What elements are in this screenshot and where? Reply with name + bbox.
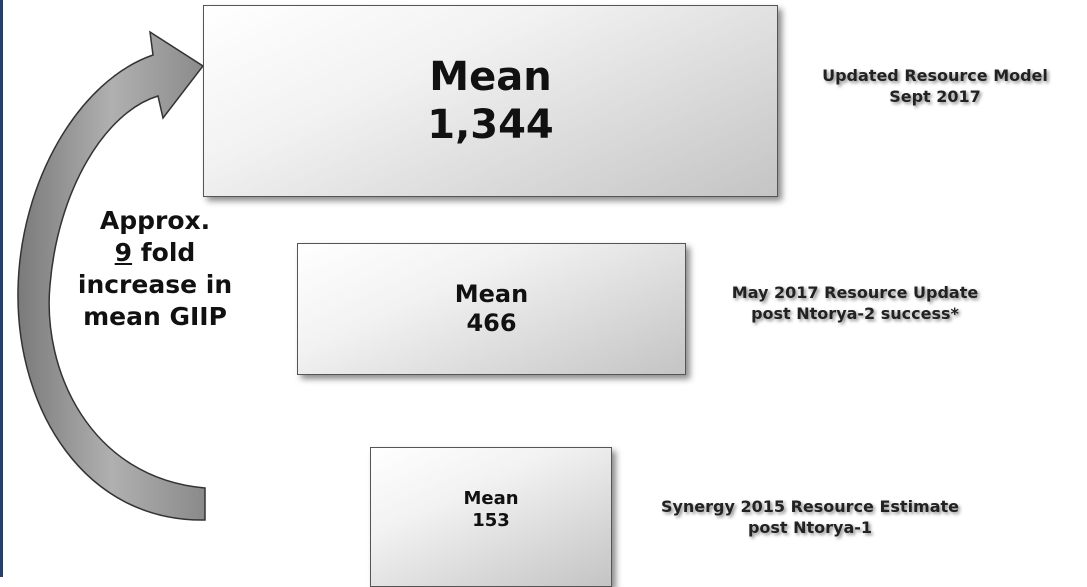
description-line: Sept 2017 — [889, 86, 981, 106]
estimate-box: Mean 466 — [297, 243, 686, 375]
note-line: 9 fold — [55, 237, 255, 269]
estimate-box: Mean 1,344 — [203, 5, 778, 197]
description-line: post Ntorya-1 — [747, 517, 873, 537]
box-description: May 2017 Resource Update post Ntorya-2 s… — [690, 283, 1020, 325]
arrow-shape — [17, 30, 206, 521]
description-line: May 2017 Resource Update — [731, 283, 979, 302]
description-line: Updated Resource Model — [822, 66, 1048, 85]
note-line: mean GIIP — [83, 302, 227, 331]
box-label: Mean — [463, 488, 519, 510]
box-label: Mean — [454, 280, 529, 309]
note-text: fold — [140, 238, 196, 267]
box-description: Updated Resource Model Sept 2017 — [790, 66, 1080, 108]
estimate-box: Mean 153 — [370, 447, 612, 587]
box-value: 466 — [466, 309, 517, 337]
note-line: increase in — [77, 270, 233, 299]
slide-edge — [0, 0, 3, 577]
note-factor: 9 — [114, 238, 133, 267]
description-line: post Ntorya-2 success* — [751, 303, 959, 323]
note-line: Approx. — [99, 206, 211, 235]
box-value: 1,344 — [427, 102, 554, 148]
box-value: 153 — [472, 510, 510, 531]
increase-arrow — [17, 30, 206, 521]
box-label: Mean — [429, 54, 552, 100]
increase-note: Approx. 9 fold increase in mean GIIP — [55, 205, 255, 333]
box-description: Synergy 2015 Resource Estimate post Ntor… — [640, 497, 980, 539]
description-line: Synergy 2015 Resource Estimate — [660, 497, 960, 516]
